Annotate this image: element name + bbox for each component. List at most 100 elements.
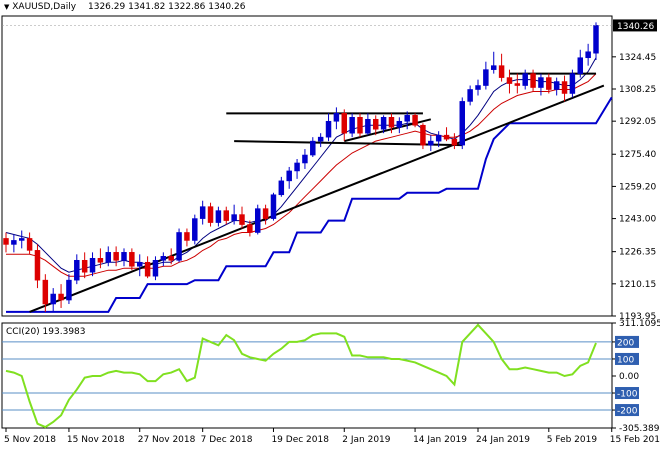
cci-level-tag-label: 200	[617, 338, 634, 348]
candle	[26, 232, 33, 255]
price-y-tick-label: 1308.25	[619, 85, 656, 95]
trendline	[29, 84, 605, 313]
candle	[372, 115, 379, 136]
candle-body	[428, 140, 434, 146]
candle-body	[404, 115, 410, 122]
cci-line	[5, 323, 597, 429]
candle	[215, 206, 222, 227]
candle-body	[247, 224, 253, 233]
candle	[506, 69, 513, 94]
candle-body	[310, 140, 316, 156]
cci-y-tick-label: -305.3893	[619, 424, 660, 434]
candle-body	[357, 117, 363, 134]
chart-ohlc: 1326.29 1341.82 1322.86 1340.26	[88, 2, 246, 12]
candle-body	[286, 170, 292, 182]
candle-body	[475, 85, 481, 90]
candle-body	[105, 252, 112, 263]
candle	[349, 113, 355, 138]
candle-body	[113, 252, 119, 261]
candle-body	[420, 124, 426, 146]
candle	[152, 256, 159, 281]
candle-body	[294, 162, 300, 172]
candle	[310, 137, 316, 158]
candle	[443, 127, 450, 142]
candle	[475, 79, 481, 96]
candle	[365, 113, 371, 136]
chart-header: ▼ XAUUSD,Daily	[4, 2, 76, 12]
candle	[294, 159, 300, 179]
cci-title: CCI(20) 193.3983	[6, 327, 86, 337]
candle-body	[388, 117, 395, 128]
candle-body	[396, 120, 403, 128]
candle	[58, 284, 64, 308]
candle-body	[278, 180, 285, 196]
candle-body	[121, 252, 127, 261]
price-y-axis: 1324.45 1308.25 1292.05 1275.40 1259.20 1243.…	[612, 53, 656, 322]
candle-body	[192, 218, 198, 241]
price-y-tick-label: 1210.15	[619, 280, 656, 290]
candle-body	[152, 259, 159, 277]
candle-body	[514, 83, 521, 86]
candle-body	[325, 120, 332, 138]
candle	[207, 202, 214, 227]
candle	[247, 220, 253, 237]
candle	[121, 248, 127, 267]
candle	[176, 228, 182, 263]
candle	[105, 246, 112, 267]
chart-symbol: XAUUSD,Daily	[12, 2, 77, 12]
candle	[420, 123, 426, 150]
candle-body	[50, 293, 56, 305]
price-y-tick-label: 1275.40	[619, 150, 656, 160]
candle	[270, 192, 277, 221]
x-tick-label: 7 Dec 2018	[201, 435, 253, 445]
candle	[254, 204, 261, 235]
channel-line	[6, 96, 613, 313]
trendline	[234, 140, 463, 147]
candle	[317, 133, 324, 148]
candle-body	[522, 73, 528, 86]
current-price-label: 1340.26	[617, 22, 654, 32]
candle-body	[239, 214, 245, 225]
candle-body	[341, 113, 348, 134]
candle-body	[58, 293, 64, 301]
chart-menu-icon[interactable]: ▼	[4, 3, 10, 11]
cci-level-tag-label: -100	[617, 390, 638, 400]
ma-fast-line	[5, 57, 597, 273]
candle	[74, 254, 80, 285]
candle-body	[569, 73, 576, 94]
candle	[522, 69, 528, 90]
candle	[81, 252, 88, 279]
candle-body	[553, 81, 560, 90]
candle-body	[443, 134, 450, 140]
candle	[144, 256, 151, 279]
candle-body	[412, 115, 418, 126]
price-y-tick-label: 1193.95	[619, 312, 656, 322]
candle	[451, 133, 458, 150]
candle-body	[18, 238, 25, 241]
candle	[168, 248, 174, 265]
price-y-tick-label: 1226.35	[619, 248, 656, 258]
candle-body	[593, 25, 599, 54]
candle	[113, 246, 119, 267]
candle-body	[160, 256, 167, 261]
candle-body	[89, 258, 96, 273]
x-tick-label: 15 Feb 2019	[610, 435, 660, 445]
candle-body	[302, 154, 308, 164]
candle	[553, 77, 560, 96]
candle-body	[231, 214, 237, 221]
candle	[483, 61, 489, 90]
candle-body	[490, 65, 497, 70]
ma-slow-line	[6, 73, 597, 277]
candle-body	[530, 73, 536, 88]
candles	[3, 22, 599, 312]
x-tick-label: 2 Jan 2019	[342, 435, 390, 445]
price-y-tick-label: 1292.05	[619, 117, 656, 127]
price-y-tick-label: 1243.00	[619, 215, 656, 225]
candle-body	[365, 118, 371, 134]
x-tick-label: 19 Dec 2018	[271, 435, 329, 445]
candle-body	[483, 69, 489, 86]
candle-body	[561, 81, 568, 94]
x-tick-label: 27 Nov 2018	[138, 435, 196, 445]
candle	[136, 254, 143, 277]
